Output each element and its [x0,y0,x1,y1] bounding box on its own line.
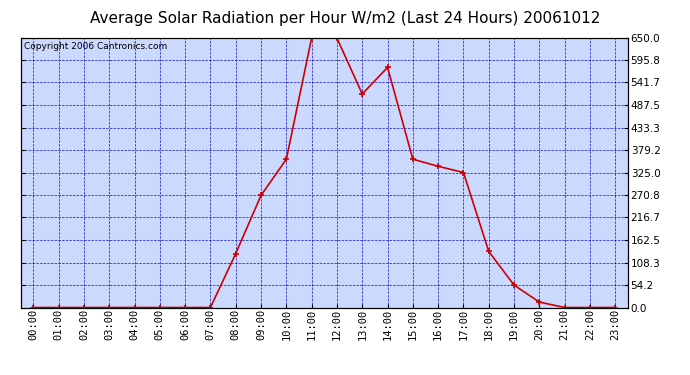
Text: Copyright 2006 Cantronics.com: Copyright 2006 Cantronics.com [23,42,167,51]
Text: Average Solar Radiation per Hour W/m2 (Last 24 Hours) 20061012: Average Solar Radiation per Hour W/m2 (L… [90,11,600,26]
